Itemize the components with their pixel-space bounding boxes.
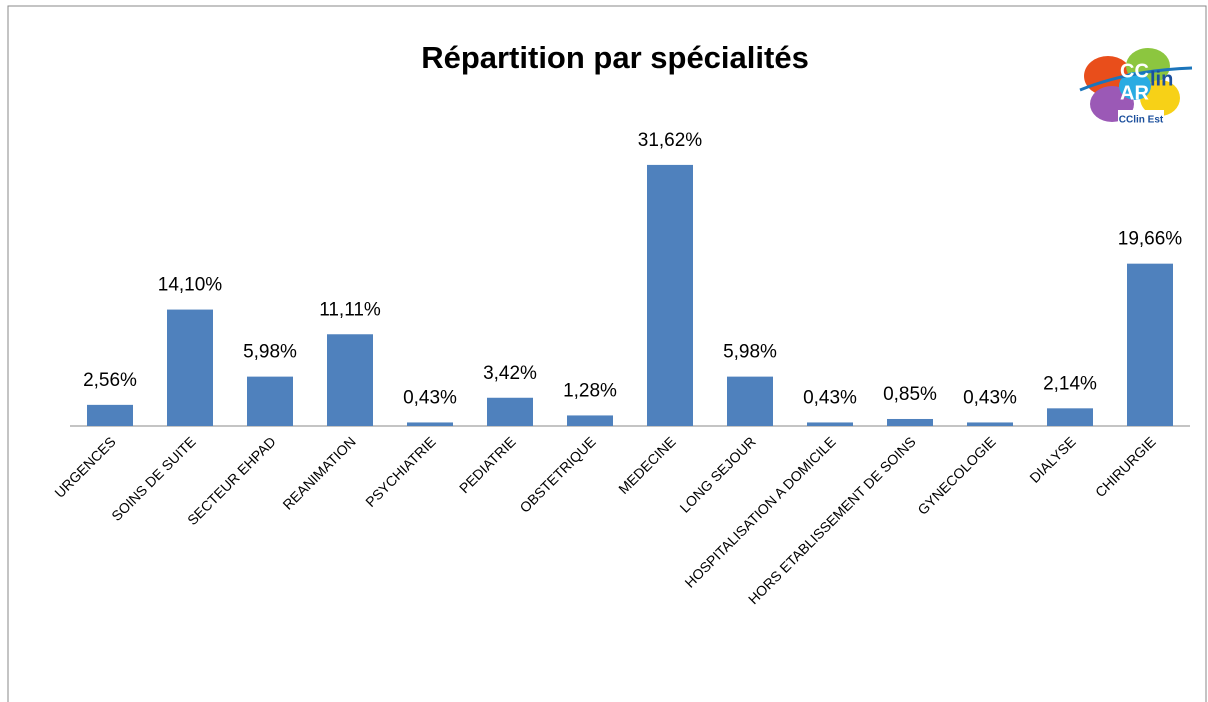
value-label: 14,10% — [158, 275, 223, 296]
x-tick-label: SOINS DE SUITE — [108, 433, 199, 524]
value-label: 0,43% — [803, 387, 857, 408]
bar — [87, 404, 133, 426]
x-tick-label: HORS ETABLISSEMENT DE SOINS — [745, 433, 919, 607]
value-label: 31,62% — [638, 130, 703, 151]
bar — [647, 164, 693, 426]
bar — [327, 334, 373, 426]
x-tick-label: MEDECINE — [615, 433, 679, 497]
x-tick-label: PSYCHIATRIE — [362, 433, 439, 510]
value-label: 19,66% — [1118, 229, 1183, 250]
bar — [1047, 408, 1093, 426]
value-label: 3,42% — [483, 363, 537, 384]
logo-petal — [1119, 72, 1151, 100]
value-label: 5,98% — [723, 342, 777, 363]
bar — [1127, 263, 1173, 426]
bar — [167, 309, 213, 426]
value-label: 1,28% — [563, 380, 617, 401]
logo-swoosh — [1079, 66, 1193, 92]
chart-title: Répartition par spécialités — [421, 40, 809, 75]
value-label: 0,85% — [883, 384, 937, 405]
logo-text: AR — [1120, 82, 1149, 104]
x-tick-label: DIALYSE — [1026, 433, 1078, 485]
value-label: 0,43% — [403, 387, 457, 408]
bar — [727, 376, 773, 426]
bar — [407, 422, 453, 426]
bar — [887, 418, 933, 426]
bar — [807, 422, 853, 426]
x-tick-label: OBSTETRIQUE — [516, 433, 598, 515]
logo-text: CC — [1120, 60, 1149, 82]
bar — [487, 397, 533, 426]
chart-frame — [7, 5, 1207, 702]
value-label: 11,11% — [319, 299, 381, 320]
x-tick-label: GYNECOLOGIE — [914, 433, 998, 517]
x-tick-label: URGENCES — [51, 433, 118, 500]
bar — [967, 422, 1013, 426]
x-tick-label: PEDIATRIE — [456, 433, 519, 496]
x-tick-label: SECTEUR EHPAD — [184, 433, 279, 528]
bar — [247, 376, 293, 426]
x-tick-label: LONG SEJOUR — [676, 433, 758, 515]
logo-caption-bg — [1118, 110, 1164, 130]
x-tick-label: HOSPITALISATION A DOMICILE — [681, 433, 838, 590]
value-label: 2,14% — [1043, 373, 1097, 394]
value-label: 0,43% — [963, 387, 1017, 408]
value-label: 5,98% — [243, 342, 297, 363]
x-tick-label: REANIMATION — [279, 433, 358, 512]
bar — [567, 415, 613, 426]
logo: CC lin AR CClin Est — [1079, 48, 1193, 130]
x-tick-label: CHIRURGIE — [1092, 433, 1159, 500]
logo-text: lin — [1150, 68, 1173, 90]
logo-caption: CClin Est — [1119, 115, 1164, 126]
value-label: 2,56% — [83, 370, 137, 391]
